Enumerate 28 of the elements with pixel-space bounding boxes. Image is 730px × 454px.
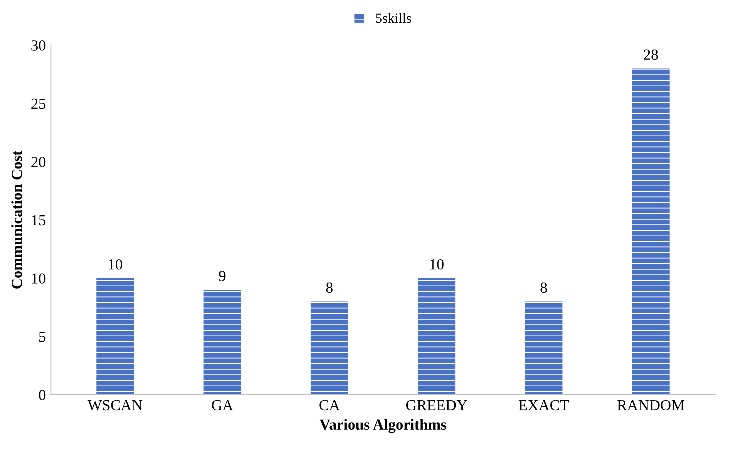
bar xyxy=(96,278,134,395)
data-label: 10 xyxy=(430,259,444,270)
bar xyxy=(525,302,563,395)
bar xyxy=(632,68,670,395)
data-label: 8 xyxy=(326,282,333,294)
bar xyxy=(204,290,242,395)
x-tick-label: RANDOM xyxy=(618,400,685,411)
y-axis-title: Communication Cost xyxy=(12,150,22,289)
y-tick-label: 15 xyxy=(32,215,46,226)
x-tick-label: CA xyxy=(320,400,340,411)
data-label: 10 xyxy=(109,259,122,270)
y-tick-label: 10 xyxy=(32,274,46,284)
bar xyxy=(418,278,456,395)
x-axis-title: Various Algorithms xyxy=(320,419,446,434)
y-tick-label: 5 xyxy=(39,332,46,342)
bar xyxy=(310,302,348,395)
data-label: 9 xyxy=(219,271,226,282)
y-tick-label: 30 xyxy=(32,40,46,51)
legend-label: 5skills xyxy=(376,13,412,24)
y-tick-label: 25 xyxy=(32,98,46,110)
data-label: 28 xyxy=(644,50,658,60)
x-tick-label: EXACT xyxy=(518,400,570,411)
y-tick-label: 0 xyxy=(39,390,46,400)
x-tick-label: GREEDY xyxy=(406,400,468,411)
x-tick-label: WSCAN xyxy=(88,400,143,411)
x-tick-label: GA xyxy=(212,400,234,411)
y-tick-label: 20 xyxy=(32,157,46,168)
data-label: 8 xyxy=(540,282,548,294)
